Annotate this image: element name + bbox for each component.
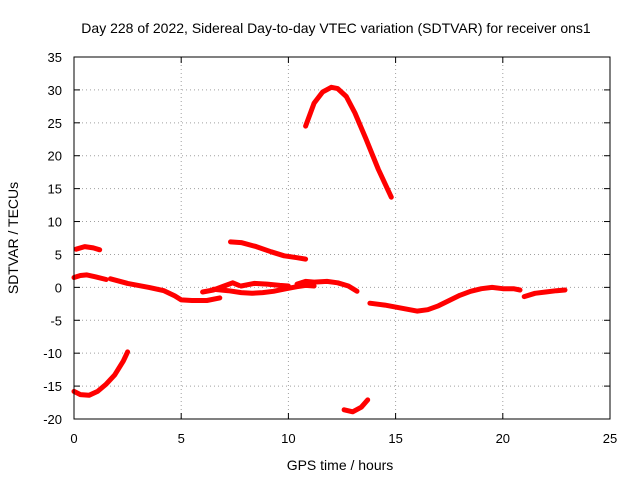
- plot-frame: [73, 56, 611, 420]
- x-tick-label: 20: [496, 431, 510, 446]
- tick-labels: 0 5 10 15 20 25 -20 -15 -10 -5 0 5 10 15 20 25 30 35: [43, 50, 617, 446]
- x-tick-label: 15: [388, 431, 402, 446]
- series-arc-8: [294, 278, 360, 294]
- y-tick-label: 25: [48, 116, 62, 131]
- series-arc-11: [367, 284, 523, 314]
- series-arc-3: [71, 349, 131, 398]
- data-series: [71, 84, 568, 415]
- x-axis-title: GPS time / hours: [287, 457, 394, 473]
- y-tick-label: 5: [55, 247, 62, 262]
- axis-ticks: [73, 56, 611, 420]
- series-arc-7: [238, 280, 291, 289]
- series-arc-4: [107, 276, 223, 303]
- series-arc-6: [210, 282, 317, 296]
- y-tick-label: 10: [48, 215, 62, 230]
- y-tick-label: -15: [43, 379, 62, 394]
- series-arc-5: [200, 280, 242, 295]
- series-arc-2: [73, 244, 103, 253]
- y-tick-label: -20: [43, 412, 62, 427]
- x-tick-label: 5: [178, 431, 185, 446]
- y-tick-label: -5: [50, 313, 62, 328]
- y-tick-label: 30: [48, 83, 62, 98]
- grid-lines: [74, 57, 610, 419]
- series-arc-1: [71, 272, 109, 282]
- chart-title: Day 228 of 2022, Sidereal Day-to-day VTE…: [81, 20, 591, 36]
- y-tick-label: 0: [55, 280, 62, 295]
- y-tick-label: 35: [48, 50, 62, 65]
- x-tick-label: 10: [281, 431, 295, 446]
- series-arc-9: [228, 239, 309, 262]
- x-tick-label: 0: [70, 431, 77, 446]
- y-axis-title: SDTVAR / TECUs: [5, 182, 21, 294]
- series-arc-12: [521, 287, 568, 300]
- y-tick-label: 15: [48, 182, 62, 197]
- y-tick-label: 20: [48, 149, 62, 164]
- y-tick-label: -10: [43, 346, 62, 361]
- series-arc-13: [341, 397, 371, 415]
- x-tick-label: 25: [603, 431, 617, 446]
- series-arc-10: [303, 84, 394, 200]
